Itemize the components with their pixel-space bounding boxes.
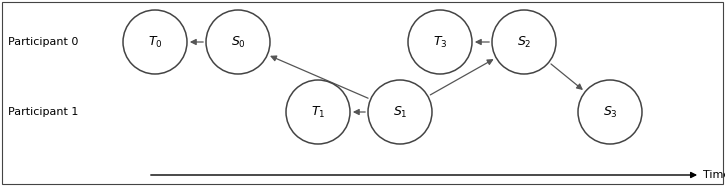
Circle shape: [206, 10, 270, 74]
Text: $T_{3}$: $T_{3}$: [433, 34, 447, 49]
Circle shape: [408, 10, 472, 74]
Text: $T_{0}$: $T_{0}$: [148, 34, 162, 49]
Circle shape: [368, 80, 432, 144]
Text: $S_{1}$: $S_{1}$: [393, 105, 407, 120]
Circle shape: [123, 10, 187, 74]
Text: Time: Time: [703, 170, 725, 180]
Text: $S_{2}$: $S_{2}$: [517, 34, 531, 49]
Text: $S_{0}$: $S_{0}$: [231, 34, 246, 49]
Circle shape: [492, 10, 556, 74]
Circle shape: [286, 80, 350, 144]
Text: Participant 0: Participant 0: [8, 37, 78, 47]
Circle shape: [578, 80, 642, 144]
Text: $S_{3}$: $S_{3}$: [602, 105, 618, 120]
Text: Participant 1: Participant 1: [8, 107, 78, 117]
Text: $T_{1}$: $T_{1}$: [311, 105, 326, 120]
